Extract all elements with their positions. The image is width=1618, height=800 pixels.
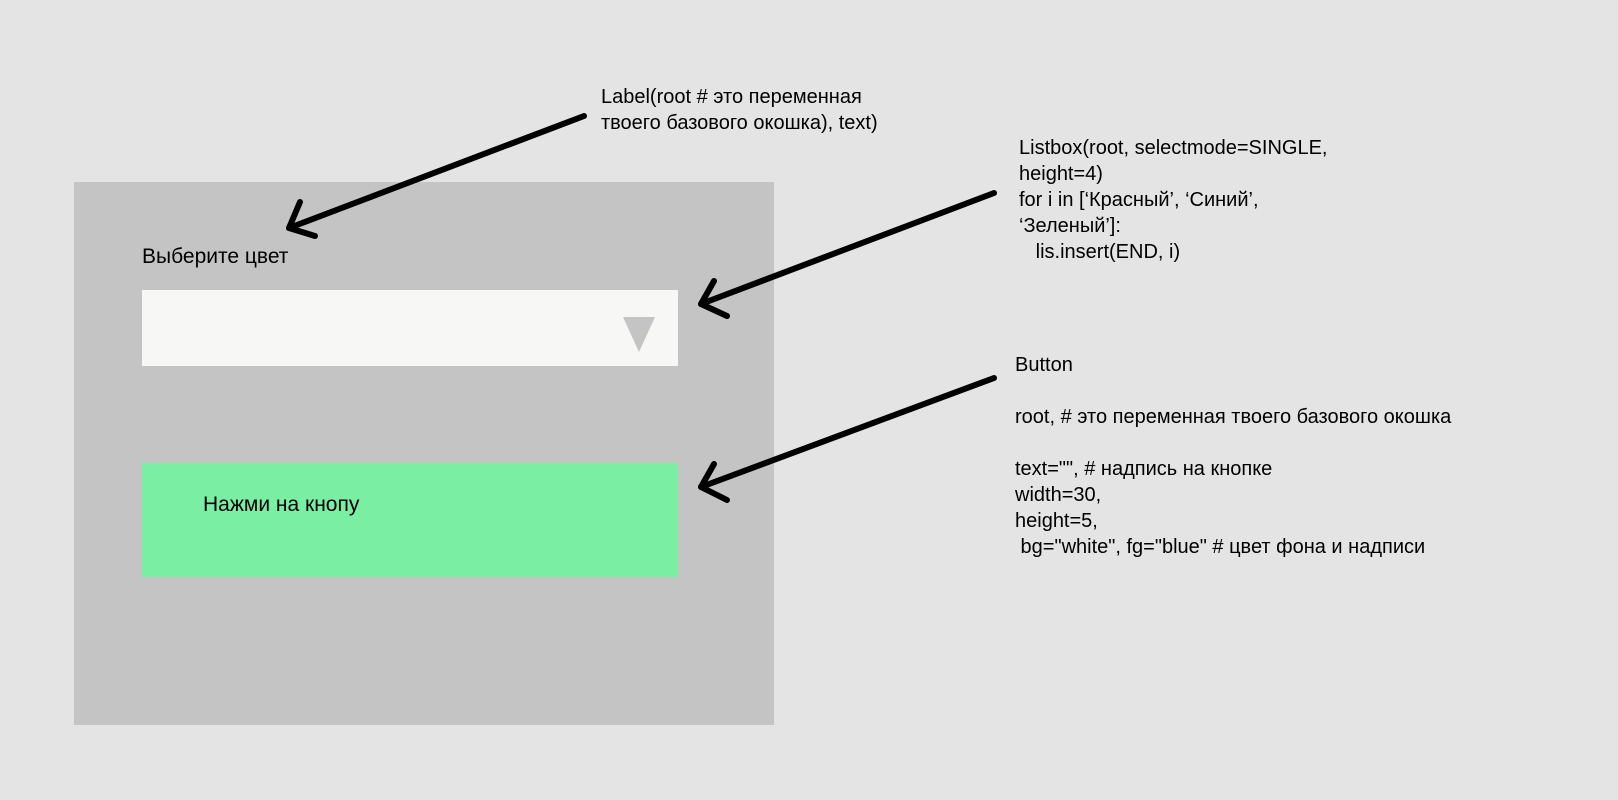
triangle-down-icon[interactable] bbox=[623, 317, 655, 352]
button-label: Нажми на кнопу bbox=[203, 493, 360, 516]
submit-button[interactable]: Нажми на кнопу bbox=[142, 463, 678, 577]
button-annotation: Button root, # это переменная твоего баз… bbox=[1015, 354, 1452, 558]
label-annotation: Label(root # это переменная твоего базов… bbox=[601, 86, 878, 134]
color-label: Выберите цвет bbox=[142, 245, 289, 268]
color-combobox[interactable] bbox=[142, 290, 678, 366]
listbox-annotation: Listbox(root, selectmode=SINGLE, height=… bbox=[1019, 137, 1328, 263]
mock-window bbox=[74, 182, 774, 725]
